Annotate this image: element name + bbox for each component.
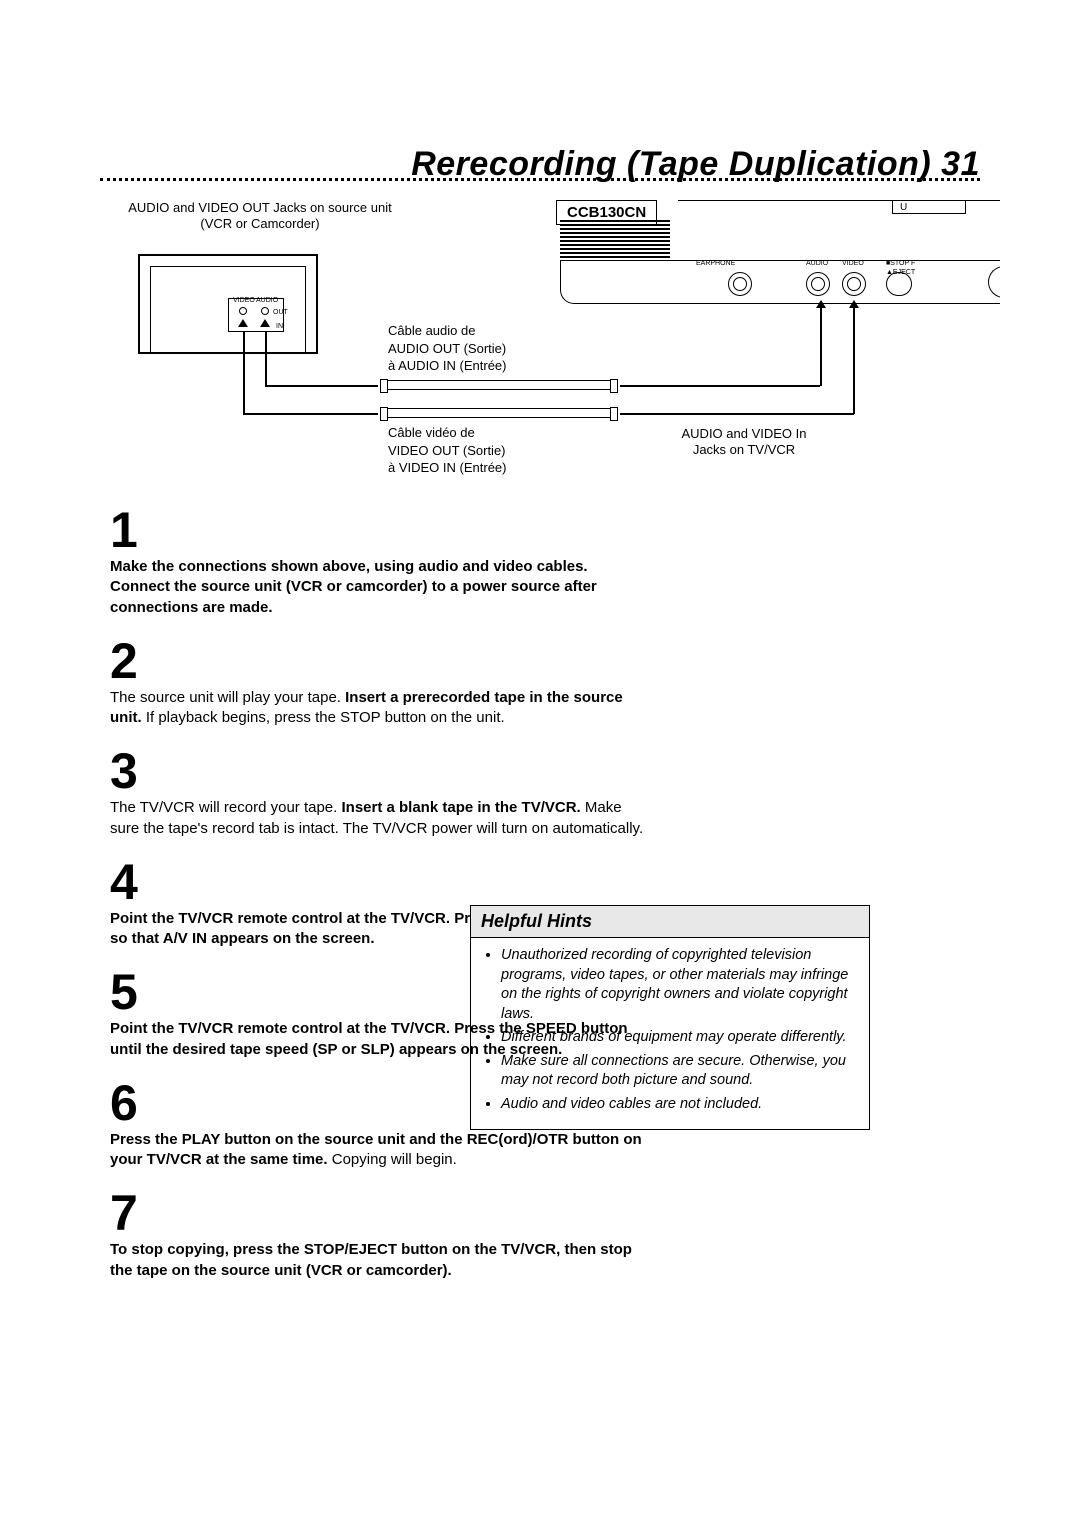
tvvcr-panel: U EARPHONE AUDIO VIDEO ■STOP F ▲EJECT [560,200,1000,320]
stop-eject-button-icon [886,272,912,296]
step-text: To stop copying, press the STOP/EJECT bu… [110,1240,650,1281]
video-cable-caption: Câble vidéo de VIDEO OUT (Sortie) à VIDE… [388,424,598,475]
source-caption: AUDIO and VIDEO OUT Jacks on source unit… [110,200,410,233]
jack-in-label: IN [276,323,283,330]
hints-list: Unauthorized recording of copy­righted t… [471,946,869,1115]
earphone-label: EARPHONE [696,260,735,267]
step-text: Press the PLAY button on the source unit… [110,1130,650,1171]
step: 1Make the connections shown above, using… [110,505,650,618]
jack-video-label: VIDEO [233,297,255,304]
source-caption-l2: (VCR or Camcorder) [110,216,410,232]
stop-label: ■STOP F [886,260,915,267]
jack-out-label: OUT [273,309,288,316]
step-text: The source unit will play your tape. Ins… [110,688,650,729]
step: 3The TV/VCR will record your tape. Inser… [110,746,650,839]
step-number: 1 [110,505,650,555]
hint-item: Make sure all connections are secure. Ot… [501,1052,855,1091]
step-text: The TV/VCR will record your tape. Insert… [110,798,650,839]
step-text: Make the connections shown above, using … [110,557,650,618]
hint-item: Unauthorized recording of copy­righted t… [501,946,855,1024]
earphone-jack-icon [728,272,752,296]
step-number: 4 [110,857,650,907]
connection-diagram: AUDIO and VIDEO OUT Jacks on source unit… [120,200,990,490]
source-caption-l1: AUDIO and VIDEO OUT Jacks on source unit [110,200,410,216]
step: 7To stop copying, press the STOP/EJECT b… [110,1188,650,1281]
step: 2The source unit will play your tape. In… [110,636,650,729]
audio-cable-caption: Câble audio de AUDIO OUT (Sortie) à AUDI… [388,322,598,375]
hint-item: Audio and video cables are not included. [501,1095,855,1115]
steps-list: 1Make the connections shown above, using… [110,505,650,1281]
step-number: 7 [110,1188,650,1238]
helpful-hints-box: Helpful Hints Unauthorized recording of … [470,905,870,1130]
audio-port-label: AUDIO [806,260,828,267]
jack-audio-label: AUDIO [256,297,278,304]
step-number: 3 [110,746,650,796]
step-number: 2 [110,636,650,686]
hints-title: Helpful Hints [471,906,869,938]
hint-item: Different brands of equipment may operat… [501,1028,855,1048]
in-jacks-caption: AUDIO and VIDEO In Jacks on TV/VCR [644,426,844,459]
audio-in-jack-icon [806,272,830,296]
divider [100,178,980,181]
audio-cable-icon [388,380,610,390]
video-port-label: VIDEO [842,260,864,267]
source-jacks: VIDEO AUDIO OUT IN [228,298,284,332]
video-cable-icon [388,408,610,418]
video-in-jack-icon [842,272,866,296]
